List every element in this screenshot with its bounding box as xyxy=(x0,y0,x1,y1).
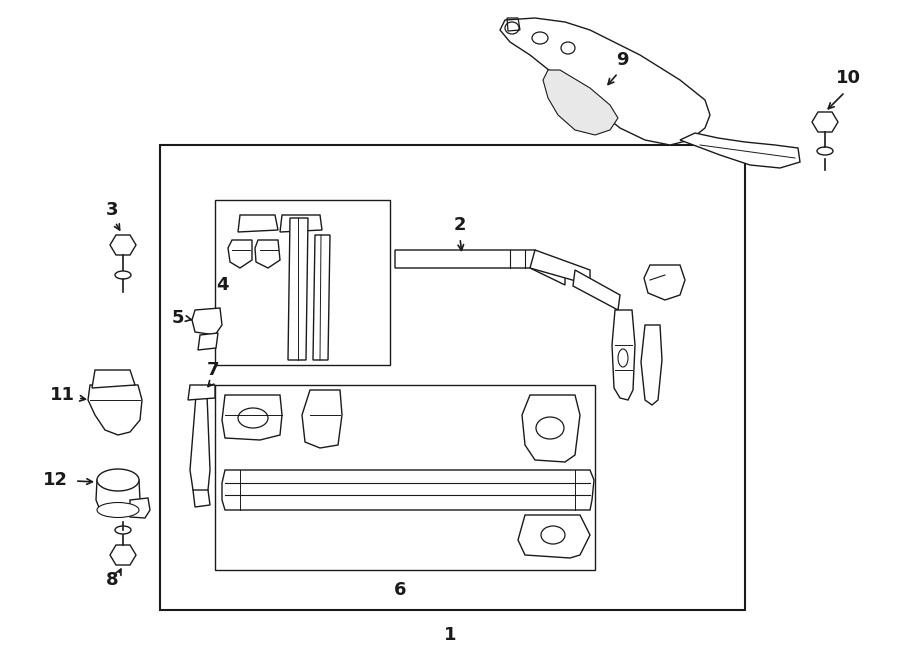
Polygon shape xyxy=(238,215,278,232)
Text: 2: 2 xyxy=(454,216,466,234)
Bar xyxy=(215,385,595,570)
Text: 3: 3 xyxy=(106,201,118,219)
Polygon shape xyxy=(280,215,322,232)
Text: 1: 1 xyxy=(444,626,456,644)
Polygon shape xyxy=(188,385,215,400)
Polygon shape xyxy=(612,310,635,400)
Polygon shape xyxy=(222,395,282,440)
Polygon shape xyxy=(644,265,685,300)
Polygon shape xyxy=(110,545,136,565)
Text: 10: 10 xyxy=(835,69,860,87)
Polygon shape xyxy=(88,385,142,435)
Polygon shape xyxy=(222,470,594,510)
Polygon shape xyxy=(812,112,838,132)
Polygon shape xyxy=(641,325,662,405)
Ellipse shape xyxy=(97,469,139,491)
Text: 8: 8 xyxy=(105,571,118,589)
Polygon shape xyxy=(395,250,565,285)
Text: 11: 11 xyxy=(50,386,75,404)
Polygon shape xyxy=(573,270,620,310)
Bar xyxy=(160,145,745,610)
Polygon shape xyxy=(518,515,590,558)
Polygon shape xyxy=(288,218,308,360)
Polygon shape xyxy=(680,133,800,168)
Polygon shape xyxy=(228,240,252,268)
Polygon shape xyxy=(92,370,135,388)
Polygon shape xyxy=(255,240,280,268)
Polygon shape xyxy=(530,250,590,285)
Text: 7: 7 xyxy=(207,361,220,379)
Text: 4: 4 xyxy=(216,276,229,294)
Bar xyxy=(215,200,390,365)
Text: 9: 9 xyxy=(616,51,628,69)
Polygon shape xyxy=(198,333,218,350)
Polygon shape xyxy=(313,235,330,360)
Polygon shape xyxy=(193,490,210,507)
Polygon shape xyxy=(543,70,618,135)
Polygon shape xyxy=(302,390,342,448)
Text: 12: 12 xyxy=(42,471,68,489)
Polygon shape xyxy=(110,235,136,255)
Ellipse shape xyxy=(97,502,139,518)
Polygon shape xyxy=(500,18,710,145)
Polygon shape xyxy=(130,498,150,518)
Polygon shape xyxy=(190,395,210,495)
Polygon shape xyxy=(192,308,222,335)
Text: 6: 6 xyxy=(394,581,406,599)
Polygon shape xyxy=(96,480,140,513)
Polygon shape xyxy=(522,395,580,462)
Text: 5: 5 xyxy=(172,309,184,327)
